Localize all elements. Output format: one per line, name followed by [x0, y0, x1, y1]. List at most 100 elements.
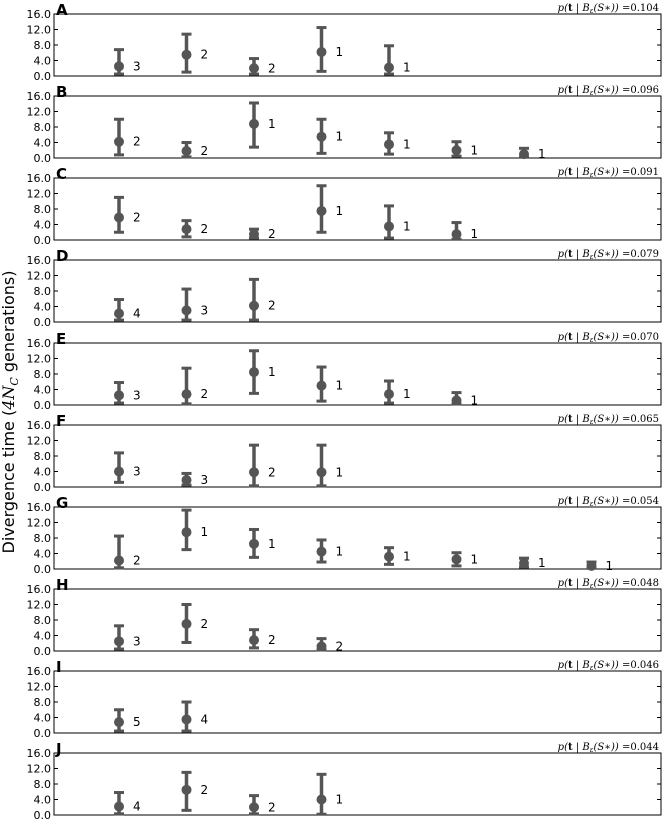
point-marker [249, 467, 259, 478]
point-count-label: 1 [336, 130, 344, 144]
point-count-label: 1 [336, 793, 344, 807]
point-marker [181, 389, 192, 400]
y-tick-label: 8.0 [34, 532, 52, 545]
point-marker [316, 131, 327, 142]
point-marker [249, 300, 259, 311]
probability-annotation: p(t | Bε(S∗)) =0.091 [558, 167, 659, 179]
y-tick-label: 16.0 [27, 583, 52, 596]
y-tick-label: 4.0 [34, 384, 52, 397]
point-count-label: 1 [471, 393, 479, 407]
point-count-label: 2 [201, 144, 209, 158]
point-marker [586, 560, 597, 571]
data-point: 3 [114, 451, 141, 484]
y-tick-label: 16.0 [27, 665, 52, 678]
panel-frame [53, 752, 662, 816]
data-point: 2 [316, 637, 344, 653]
panel-frame [53, 588, 662, 652]
point-count-label: 2 [336, 639, 344, 653]
y-tick-label: 16.0 [27, 747, 52, 760]
point-marker [181, 784, 192, 795]
point-marker [114, 308, 124, 319]
data-point: 1 [316, 443, 344, 488]
point-marker [451, 395, 462, 406]
point-marker [114, 212, 124, 223]
point-count-label: 1 [403, 137, 411, 151]
point-count-label: 3 [201, 303, 209, 317]
y-tick-label: 12.0 [27, 681, 52, 694]
point-count-label: 1 [403, 60, 411, 74]
data-point: 2 [181, 32, 208, 74]
y-tick-label: 0.0 [34, 399, 52, 412]
y-tick-label: 16.0 [27, 254, 52, 267]
y-tick-label: 4.0 [34, 301, 52, 314]
probability-annotation: p(t | Bε(S∗)) =0.048 [558, 578, 659, 590]
y-tick-label: 12.0 [27, 599, 52, 612]
data-point: 3 [181, 287, 209, 322]
point-count-label: 3 [201, 473, 209, 487]
point-count-label: 2 [268, 299, 276, 313]
point-count-label: 4 [133, 306, 141, 320]
y-tick-label: 16.0 [27, 172, 52, 185]
point-count-label: 1 [471, 227, 479, 241]
point-marker [181, 305, 192, 316]
point-count-label: 1 [336, 545, 344, 559]
y-tick-label: 12.0 [27, 763, 52, 776]
panel-label: G [56, 494, 68, 512]
point-marker [316, 46, 327, 57]
y-tick-label: 12.0 [27, 517, 52, 530]
data-point: 1 [316, 117, 344, 155]
data-point: 1 [519, 556, 546, 570]
data-point: 2 [181, 603, 208, 644]
y-tick-label: 4.0 [34, 466, 52, 479]
point-marker [451, 554, 462, 565]
data-point: 4 [114, 298, 141, 322]
data-point: 1 [384, 379, 411, 405]
point-count-label: 3 [133, 388, 141, 402]
probability-annotation: p(t | Bε(S∗)) =0.079 [558, 249, 659, 261]
data-point: 4 [114, 791, 141, 816]
y-tick-label: 8.0 [34, 368, 52, 381]
point-count-label: 1 [403, 219, 411, 233]
y-tick-label: 8.0 [34, 285, 52, 298]
data-point: 1 [384, 204, 411, 240]
probability-annotation: p(t | Bε(S∗)) =0.044 [558, 742, 659, 754]
y-tick-label: 8.0 [34, 778, 52, 791]
data-point: 3 [114, 624, 141, 651]
point-count-label: 2 [133, 553, 141, 567]
panel-frame [53, 424, 662, 488]
panel-label: D [56, 247, 68, 265]
data-point: 2 [181, 366, 208, 406]
y-tick-label: 8.0 [34, 121, 52, 134]
point-count-label: 3 [133, 634, 141, 648]
data-point: 1 [316, 365, 343, 403]
y-tick-label: 8.0 [34, 39, 52, 52]
point-count-label: 1 [268, 537, 276, 551]
point-count-label: 4 [133, 799, 141, 813]
probability-annotation: p(t | Bε(S∗)) =0.070 [558, 332, 659, 344]
point-marker [316, 794, 327, 805]
y-tick-label: 16.0 [27, 8, 52, 21]
point-count-label: 1 [471, 552, 479, 566]
point-count-label: 1 [336, 465, 344, 479]
point-marker [181, 618, 192, 629]
data-point: 1 [316, 26, 343, 73]
panel-label: C [56, 165, 67, 183]
point-marker [384, 389, 394, 400]
point-marker [249, 802, 259, 813]
point-count-label: 1 [268, 365, 276, 379]
point-count-label: 1 [336, 204, 344, 218]
panel-frame [53, 670, 662, 734]
y-tick-label: 4.0 [34, 712, 52, 725]
data-point: 2 [114, 195, 141, 234]
point-count-label: 2 [268, 227, 276, 241]
point-count-label: 2 [268, 61, 276, 75]
point-count-label: 3 [133, 59, 141, 73]
point-marker [384, 62, 394, 73]
point-marker [316, 546, 327, 557]
